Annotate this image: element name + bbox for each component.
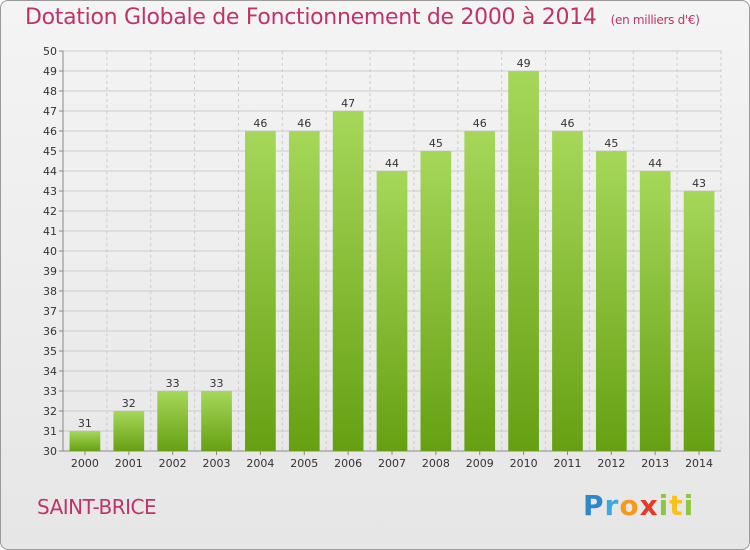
value-label: 46: [297, 117, 311, 130]
bar-2009: [464, 131, 496, 451]
bar-2014: [683, 191, 715, 451]
bar-2008: [420, 151, 452, 451]
value-label: 43: [692, 177, 706, 190]
bar-2007: [376, 171, 408, 451]
y-tick-label: 38: [43, 285, 57, 298]
y-tick-label: 41: [43, 225, 57, 238]
bar-2003: [201, 391, 232, 451]
value-label: 45: [604, 137, 618, 150]
bar-2004: [245, 131, 276, 451]
bar-2012: [595, 151, 627, 451]
value-label: 46: [473, 117, 487, 130]
bar-2002: [157, 391, 189, 451]
value-label: 31: [78, 417, 92, 430]
y-tick-label: 34: [43, 365, 57, 378]
y-tick-label: 30: [43, 445, 57, 458]
x-tick-label: 2010: [510, 457, 538, 470]
x-tick-label: 2011: [553, 457, 581, 470]
bars: [69, 71, 715, 451]
y-tick-label: 48: [43, 85, 57, 98]
bar-2005: [288, 131, 320, 451]
proxiti-logo: Proxiti: [583, 489, 695, 522]
value-label: 46: [253, 117, 267, 130]
y-tick-label: 35: [43, 345, 57, 358]
y-tick-label: 32: [43, 405, 57, 418]
y-tick-label: 40: [43, 245, 57, 258]
bar-2010: [508, 71, 539, 451]
bar-2000: [69, 431, 101, 451]
y-tick-label: 49: [43, 65, 57, 78]
x-tick-label: 2006: [334, 457, 362, 470]
chart-title: Dotation Globale de Fonctionnement de 20…: [25, 5, 700, 30]
chart-subtitle: (en milliers d'€): [610, 13, 700, 27]
x-tick-label: 2002: [159, 457, 187, 470]
value-label: 47: [341, 97, 355, 110]
value-label: 49: [517, 57, 531, 70]
y-tick-label: 46: [43, 125, 57, 138]
y-tick-label: 33: [43, 385, 57, 398]
x-tick-label: 2001: [115, 457, 143, 470]
value-label: 32: [122, 397, 136, 410]
chart-title-text: Dotation Globale de Fonctionnement de 20…: [25, 5, 597, 30]
x-tick-label: 2005: [290, 457, 318, 470]
y-tick-label: 39: [43, 265, 57, 278]
y-tick-label: 43: [43, 185, 57, 198]
x-tick-label: 2013: [641, 457, 669, 470]
y-tick-label: 45: [43, 145, 57, 158]
x-tick-label: 2000: [71, 457, 99, 470]
y-tick-label: 50: [43, 45, 57, 58]
commune-name: SAINT-BRICE: [37, 495, 157, 519]
data-labels: 31 32 33 33 46 46 47 44 45 46 49 46 45 44 43: [78, 57, 706, 430]
y-tick-label: 31: [43, 425, 57, 438]
x-tick-label: 2009: [466, 457, 494, 470]
value-label: 33: [210, 377, 224, 390]
bar-2011: [552, 131, 583, 451]
bar-2001: [113, 411, 145, 451]
bar-2006: [332, 111, 364, 451]
x-tick-label: 2012: [597, 457, 625, 470]
value-label: 45: [429, 137, 443, 150]
value-label: 44: [648, 157, 662, 170]
x-tick-label: 2008: [422, 457, 450, 470]
value-label: 44: [385, 157, 399, 170]
y-tick-label: 42: [43, 205, 57, 218]
y-tick-label: 36: [43, 325, 57, 338]
y-tick-label: 44: [43, 165, 57, 178]
y-tick-label: 47: [43, 105, 57, 118]
x-tick-label: 2004: [246, 457, 274, 470]
y-tick-label: 37: [43, 305, 57, 318]
value-label: 33: [166, 377, 180, 390]
value-label: 46: [560, 117, 574, 130]
x-tick-label: 2003: [203, 457, 231, 470]
bar-2013: [639, 171, 671, 451]
x-tick-label: 2014: [685, 457, 713, 470]
x-tick-label: 2007: [378, 457, 406, 470]
